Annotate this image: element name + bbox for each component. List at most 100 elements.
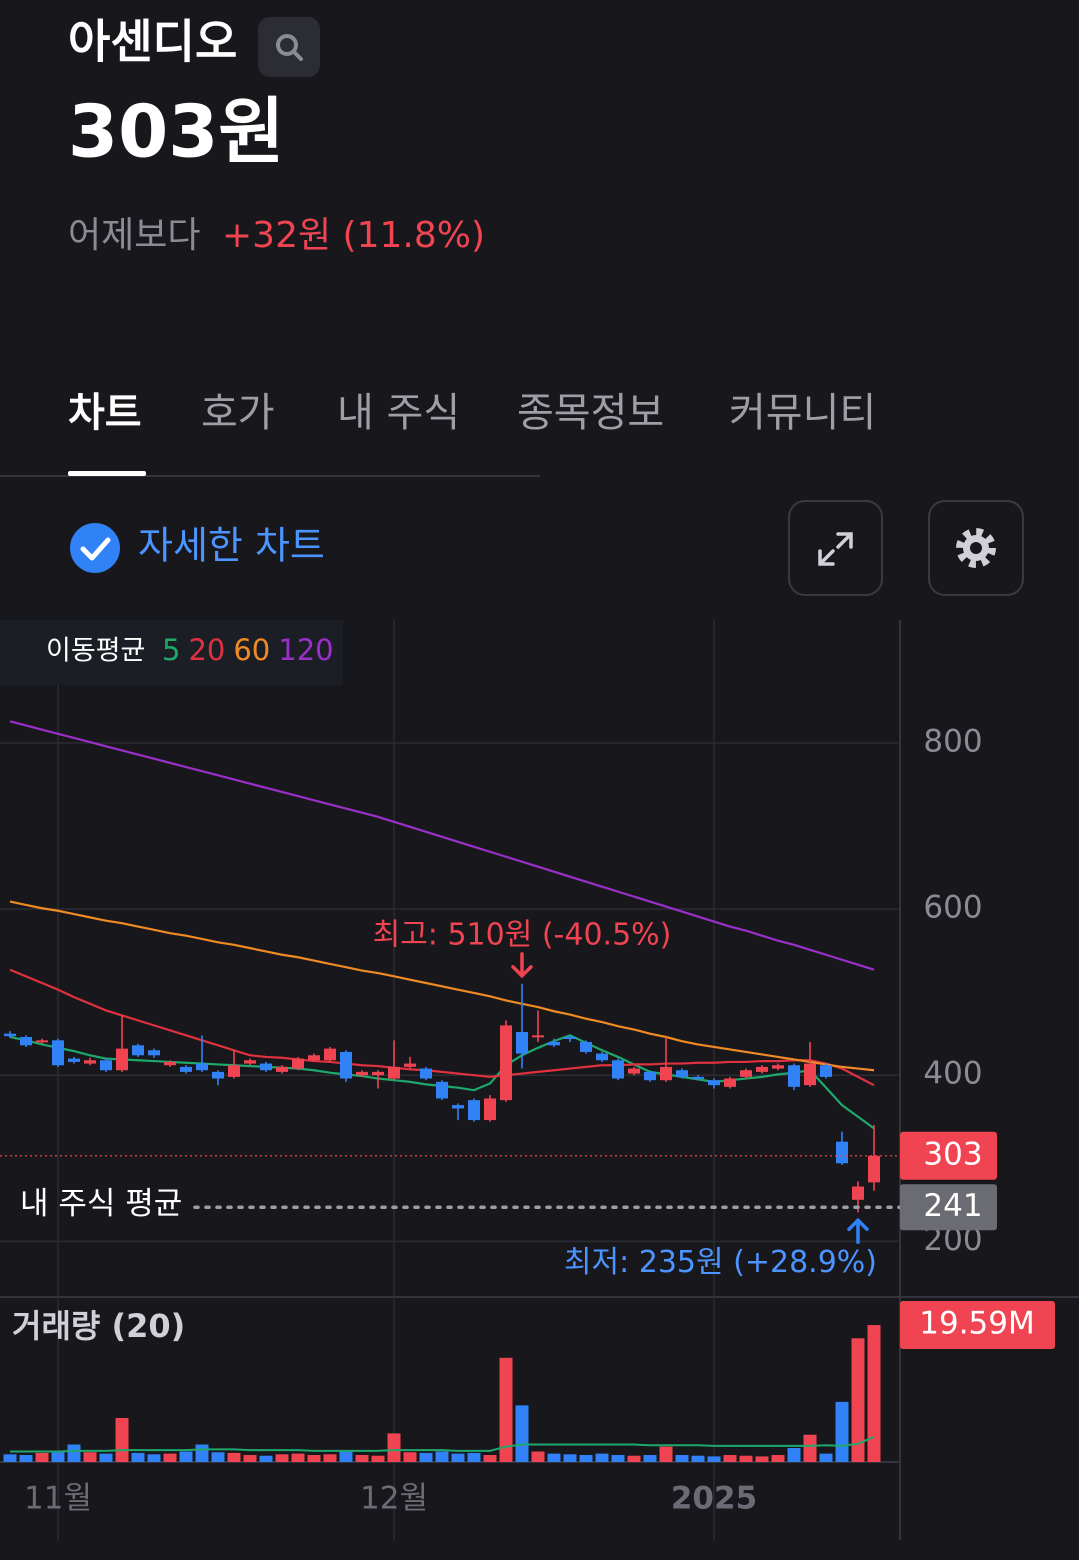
volume-bar	[499, 1357, 513, 1462]
x-tick-label: 11월	[24, 1481, 92, 1517]
avg-price-badge	[900, 1184, 997, 1231]
volume-bar	[611, 1455, 625, 1462]
volume-bar	[483, 1455, 497, 1462]
candle-body	[436, 1081, 448, 1099]
ma-legend-item: 120	[278, 633, 333, 667]
candle-body	[68, 1058, 80, 1062]
volume-bar	[227, 1452, 241, 1462]
ma-legend-item: 60	[233, 633, 270, 667]
y-tick-label: 600	[923, 890, 982, 926]
checkbox[interactable]	[70, 523, 120, 573]
volume-bar	[563, 1454, 577, 1462]
volume-bar	[19, 1455, 33, 1462]
search-bg[interactable]	[258, 17, 320, 77]
candle-body	[388, 1066, 400, 1079]
candle-body	[564, 1036, 576, 1039]
expand-button[interactable]	[788, 500, 883, 596]
volume-bar	[419, 1452, 433, 1462]
volume-bar	[291, 1453, 305, 1462]
tab[interactable]: 커뮤니티	[729, 390, 876, 436]
avg-price-label: 241	[923, 1188, 982, 1224]
volume-bar	[467, 1452, 481, 1462]
candle-body	[468, 1100, 480, 1121]
candle-body	[868, 1155, 880, 1183]
x-tick-label: 12월	[360, 1481, 428, 1517]
ma-legend-item: 5	[162, 633, 180, 667]
volume-bar	[835, 1401, 849, 1462]
candle-body	[500, 1025, 512, 1101]
volume-bar	[115, 1417, 129, 1462]
settings-button[interactable]	[928, 500, 1024, 596]
candle-body	[356, 1071, 368, 1076]
candle-body	[292, 1058, 304, 1069]
stock-name: 아센디오	[68, 15, 237, 69]
candle-body	[532, 1035, 544, 1038]
candle-body	[340, 1051, 352, 1079]
candle-body	[772, 1065, 784, 1069]
low-annotation: 최저: 235원 (+28.9%)	[564, 1245, 877, 1280]
volume-bar	[771, 1455, 785, 1462]
volume-bar	[691, 1455, 705, 1462]
ma-legend-bg	[0, 620, 343, 685]
volume-bar	[515, 1405, 529, 1462]
volume-bar	[547, 1453, 561, 1462]
candle-body	[788, 1065, 800, 1087]
volume-bar	[659, 1446, 673, 1462]
volume-bar	[147, 1454, 161, 1462]
candle-body	[100, 1060, 112, 1071]
candle-body	[852, 1186, 864, 1200]
volume-bar	[819, 1453, 833, 1462]
volume-bar	[243, 1455, 257, 1462]
candle-body	[644, 1071, 656, 1081]
volume-bar	[867, 1325, 881, 1462]
search-button[interactable]	[258, 17, 320, 77]
y-tick-label: 400	[923, 1056, 982, 1092]
current-price-label: 303	[923, 1136, 982, 1172]
tab[interactable]: 호가	[201, 390, 275, 436]
volume-bar	[595, 1453, 609, 1462]
tab[interactable]: 차트	[68, 390, 142, 436]
volume-label: 19.59M	[919, 1306, 1035, 1342]
current-price-badge	[900, 1131, 997, 1180]
candle-body	[404, 1063, 416, 1067]
candle-body	[308, 1055, 320, 1061]
candle-body	[836, 1141, 848, 1164]
candle-body	[612, 1060, 624, 1079]
expand-bg[interactable]	[788, 500, 883, 596]
volume-bar	[643, 1455, 657, 1462]
candle-body	[820, 1065, 832, 1077]
volume-bar	[339, 1450, 353, 1462]
volume-bar	[259, 1455, 273, 1462]
volume-bar	[83, 1452, 97, 1462]
volume-bar	[323, 1454, 337, 1462]
tab-indicator	[68, 471, 146, 476]
tab[interactable]: 내 주식	[337, 390, 460, 436]
volume-bar	[851, 1338, 865, 1462]
volume-bar	[707, 1456, 721, 1462]
candle-body	[132, 1045, 144, 1056]
candle-body	[756, 1066, 768, 1072]
tab[interactable]: 종목정보	[517, 390, 664, 436]
volume-bar	[99, 1453, 113, 1462]
detail-toggle[interactable]: 자세한 차트	[70, 523, 325, 573]
volume-bar	[307, 1455, 321, 1462]
candle-body	[148, 1050, 160, 1056]
candle-body	[244, 1060, 256, 1064]
volume-bar	[35, 1452, 49, 1462]
volume-bar	[579, 1455, 593, 1462]
candle-body	[596, 1053, 608, 1061]
candle-body	[84, 1060, 96, 1064]
volume-bar	[451, 1453, 465, 1462]
candle-body	[628, 1068, 640, 1074]
candle-body	[116, 1048, 128, 1071]
volume-bar	[787, 1448, 801, 1462]
ma-legend-title: 이동평균	[46, 636, 145, 667]
detail-label[interactable]: 자세한 차트	[138, 524, 325, 568]
candle-body	[724, 1078, 736, 1087]
volume-bar	[723, 1455, 737, 1462]
candle-body	[180, 1066, 192, 1072]
candle-body	[692, 1076, 704, 1079]
ma-line	[9, 900, 875, 1072]
